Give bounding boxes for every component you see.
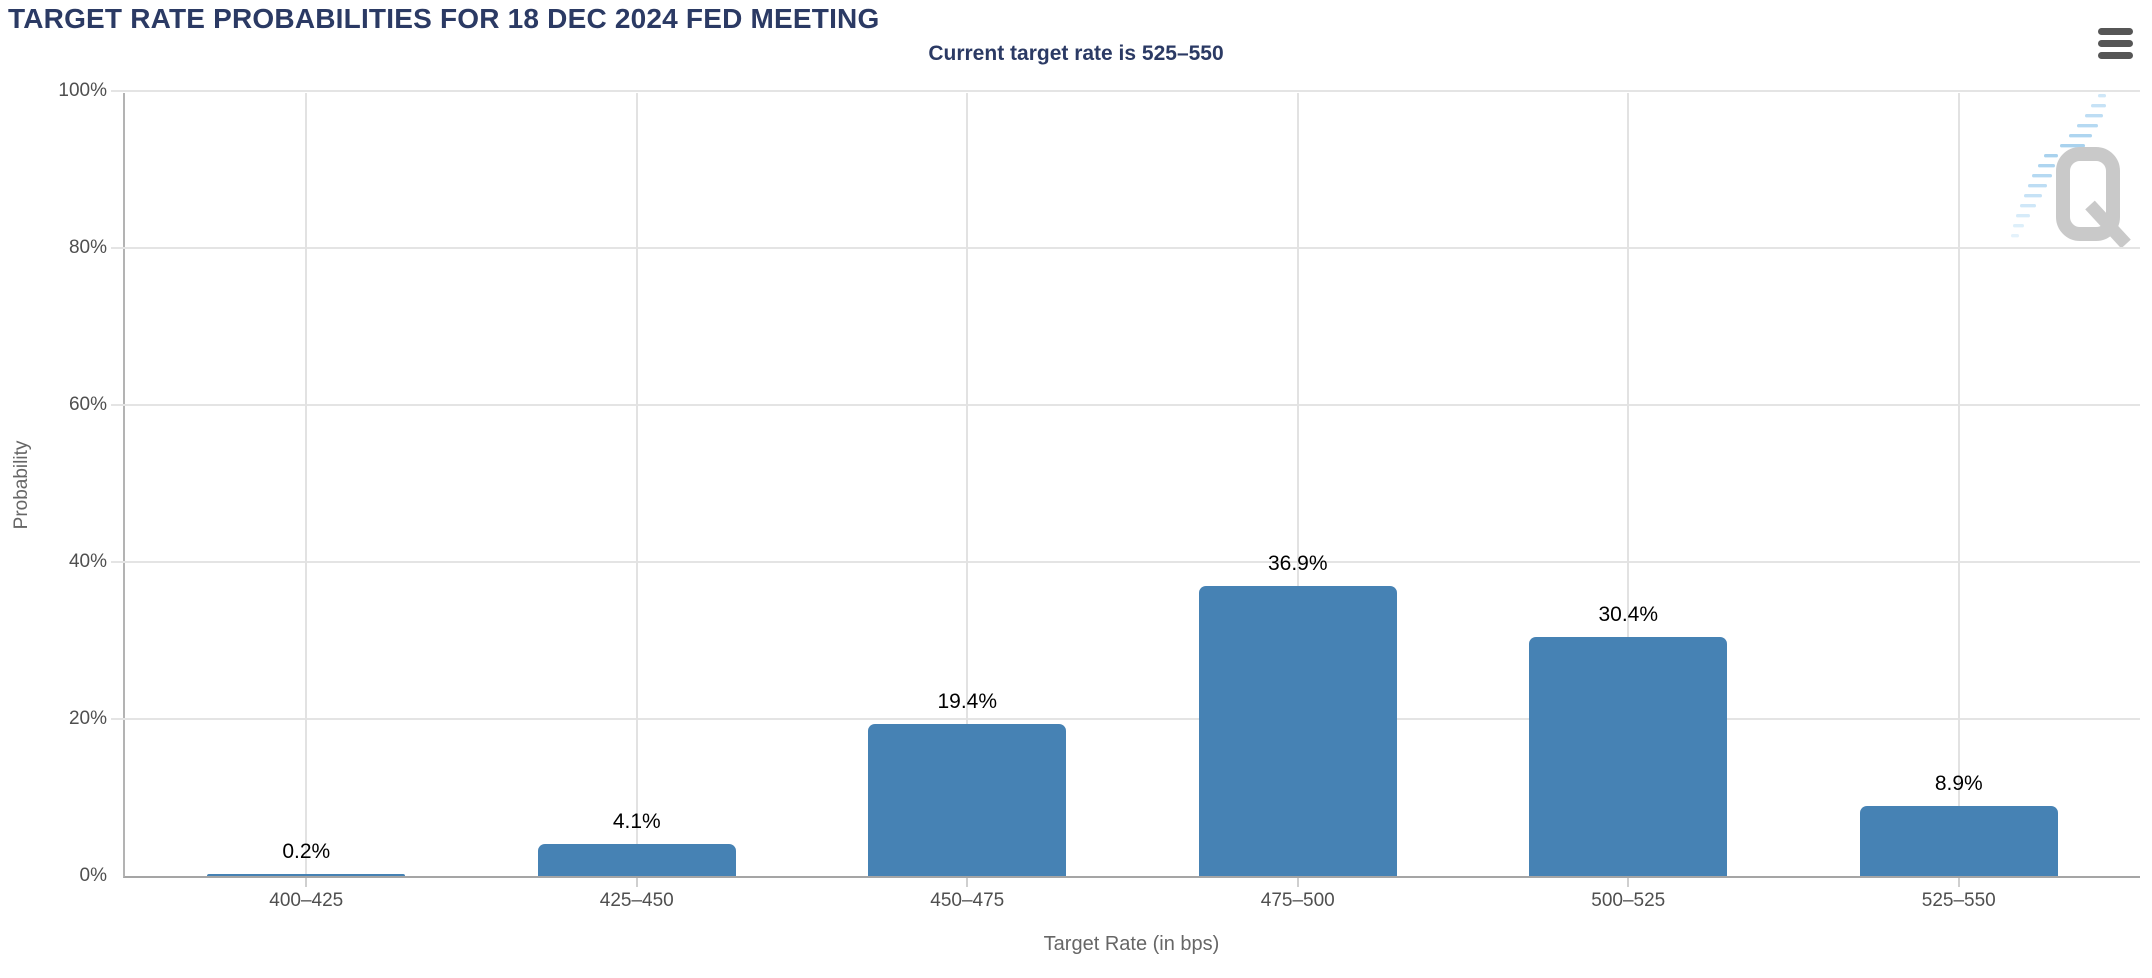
context-menu-button[interactable] bbox=[2094, 22, 2138, 64]
x-tick-mark bbox=[1296, 878, 1299, 887]
bar-value-label: 19.4% bbox=[937, 689, 998, 713]
y-tick-label: 20% bbox=[68, 708, 107, 729]
plot-area: 0% 20% 40% 60% 80% 100% 0.2% 400–425 4.1% 425–450… bbox=[58, 80, 2140, 911]
x-tick-mark bbox=[305, 878, 308, 887]
probability-bar[interactable] bbox=[1859, 806, 2058, 876]
x-tick-mark bbox=[1627, 878, 1630, 887]
category-label: 475–500 bbox=[1260, 890, 1335, 911]
category-label: 425–450 bbox=[599, 890, 674, 911]
category-slot: 8.9% 525–550 bbox=[1794, 93, 2125, 911]
x-gridline bbox=[966, 93, 969, 876]
probability-bar[interactable] bbox=[1198, 586, 1397, 876]
probability-bar[interactable] bbox=[1529, 637, 1728, 876]
category-slot: 19.4% 450–475 bbox=[802, 93, 1133, 911]
category-label: 400–425 bbox=[269, 890, 344, 911]
y-tick-label: 80% bbox=[68, 237, 107, 258]
y-gridline bbox=[111, 247, 2140, 249]
y-gridline bbox=[111, 718, 2140, 720]
hamburger-icon bbox=[2098, 27, 2134, 59]
y-tick-label: 100% bbox=[58, 80, 107, 101]
x-gridline bbox=[1296, 93, 1299, 876]
x-gridline bbox=[635, 93, 638, 876]
category-slots: 0.2% 400–425 4.1% 425–450 19.4% 450–475 36.9% 4… bbox=[141, 93, 2125, 911]
y-tick-label: 60% bbox=[68, 394, 107, 415]
y-gridline bbox=[111, 90, 2140, 92]
bar-value-label: 8.9% bbox=[1934, 772, 1983, 796]
x-tick-mark bbox=[635, 878, 638, 887]
category-label: 450–475 bbox=[930, 890, 1005, 911]
y-gridline bbox=[111, 561, 2140, 563]
category-slot: 30.4% 500–525 bbox=[1463, 93, 1794, 911]
bar-value-label: 0.2% bbox=[282, 840, 331, 864]
bar-value-label: 30.4% bbox=[1598, 603, 1659, 627]
probability-bar[interactable] bbox=[207, 874, 406, 876]
x-tick-mark bbox=[966, 878, 969, 887]
chart-subtitle: Current target rate is 525–550 bbox=[928, 42, 1224, 65]
x-gridline bbox=[1957, 93, 1960, 876]
y-tick-label: 40% bbox=[68, 551, 107, 572]
category-slot: 0.2% 400–425 bbox=[141, 93, 472, 911]
x-gridline bbox=[1627, 93, 1630, 876]
probability-bar[interactable] bbox=[537, 843, 736, 876]
bar-value-label: 36.9% bbox=[1267, 552, 1328, 576]
category-label: 525–550 bbox=[1921, 890, 1996, 911]
category-slot: 36.9% 475–500 bbox=[1133, 93, 1464, 911]
x-axis-title: Target Rate (in bps) bbox=[1043, 933, 1220, 955]
category-slot: 4.1% 425–450 bbox=[472, 93, 803, 911]
y-tick-label: 0% bbox=[79, 865, 107, 886]
y-gridline bbox=[111, 404, 2140, 406]
y-axis-title: Probability bbox=[11, 440, 32, 530]
chart-title: TARGET RATE PROBABILITIES FOR 18 DEC 202… bbox=[8, 3, 880, 34]
x-tick-mark bbox=[1957, 878, 1960, 887]
category-label: 500–525 bbox=[1591, 890, 1666, 911]
bar-value-label: 4.1% bbox=[612, 809, 661, 833]
probability-bar[interactable] bbox=[868, 723, 1067, 876]
x-gridline bbox=[305, 93, 308, 876]
